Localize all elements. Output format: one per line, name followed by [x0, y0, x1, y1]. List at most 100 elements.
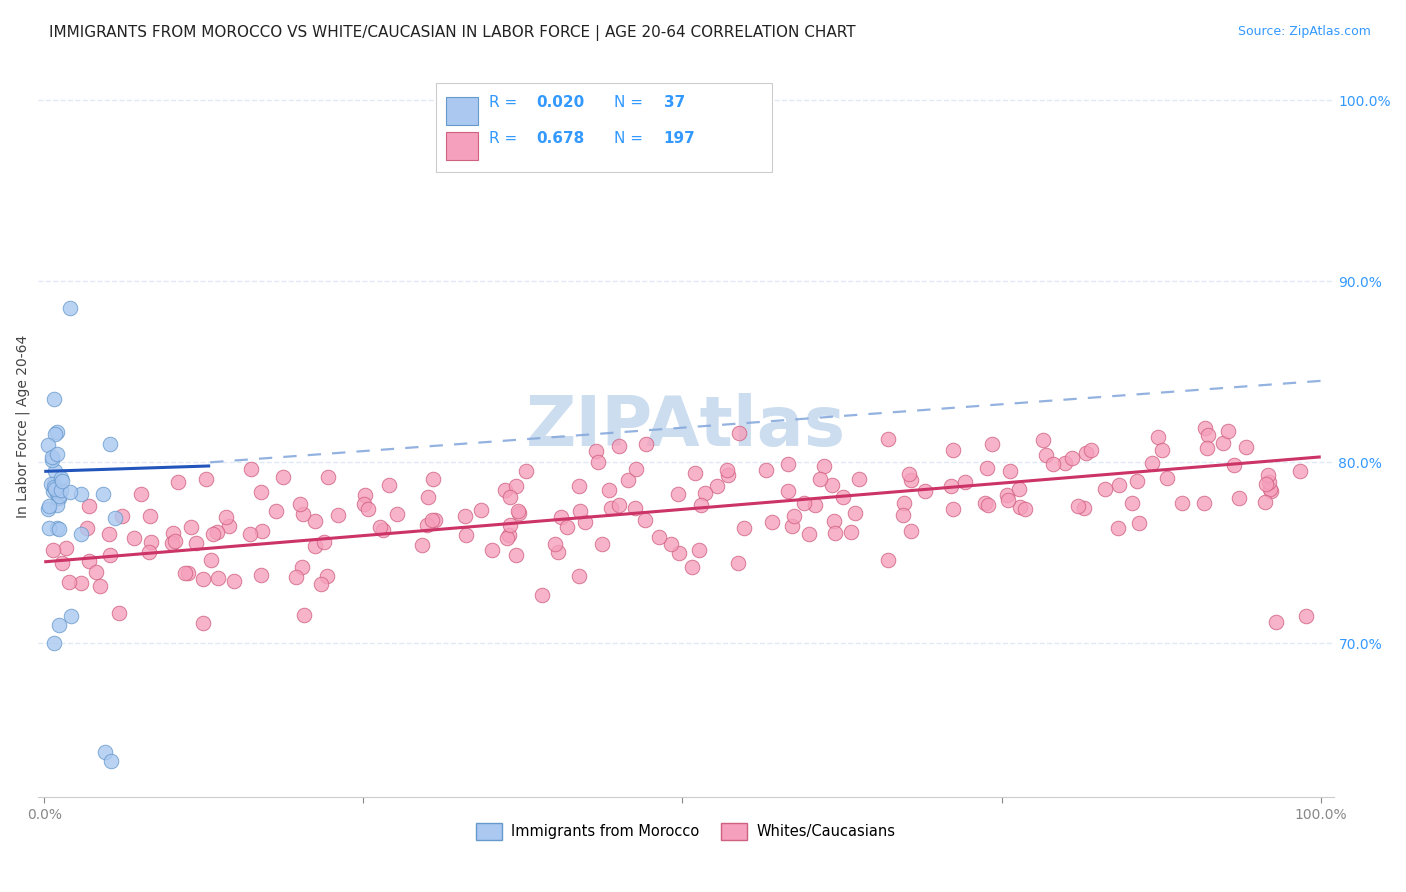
- Point: [42, 477, 65, 491]
- Point: [264, 504, 287, 518]
- Point: [633, 513, 655, 527]
- Text: ZIPAtlas: ZIPAtlas: [526, 392, 846, 459]
- Point: [207, 571, 229, 585]
- Point: [285, 570, 308, 584]
- Point: [1032, 434, 1054, 448]
- Point: [1254, 477, 1277, 491]
- Point: [162, 526, 184, 541]
- Point: [1258, 483, 1281, 497]
- Point: [1227, 491, 1250, 506]
- FancyBboxPatch shape: [436, 83, 772, 171]
- Point: [755, 463, 778, 477]
- Point: [79, 500, 101, 514]
- Point: [668, 546, 690, 560]
- Point: [823, 514, 845, 528]
- Point: [1295, 609, 1317, 624]
- Point: [941, 478, 963, 492]
- Point: [177, 566, 200, 581]
- Point: [624, 500, 647, 515]
- Point: [876, 553, 898, 567]
- Point: [98, 549, 121, 563]
- Point: [454, 528, 477, 542]
- Point: [377, 478, 399, 492]
- Point: [505, 479, 527, 493]
- Point: [617, 473, 640, 487]
- Text: IMMIGRANTS FROM MOROCCO VS WHITE/CAUCASIAN IN LABOR FORCE | AGE 20-64 CORRELATIO: IMMIGRANTS FROM MOROCCO VS WHITE/CAUCASI…: [49, 25, 856, 41]
- Point: [470, 503, 492, 517]
- Point: [70, 526, 93, 541]
- Point: [634, 437, 657, 451]
- Point: [494, 483, 516, 498]
- Text: N =: N =: [614, 95, 644, 110]
- Point: [45, 499, 67, 513]
- Point: [416, 490, 439, 504]
- Point: [998, 464, 1021, 478]
- Point: [1108, 477, 1130, 491]
- Point: [1289, 464, 1312, 478]
- Point: [1222, 458, 1244, 473]
- Point: [1094, 482, 1116, 496]
- Point: [974, 496, 997, 510]
- Point: [45, 446, 67, 460]
- Point: [1258, 475, 1281, 489]
- Point: [844, 506, 866, 520]
- Point: [94, 745, 117, 759]
- Point: [808, 473, 831, 487]
- Point: [415, 518, 437, 533]
- Point: [291, 559, 314, 574]
- Text: R =: R =: [489, 95, 517, 110]
- Legend: Immigrants from Morocco, Whites/Caucasians: Immigrants from Morocco, Whites/Caucasia…: [470, 817, 901, 846]
- Point: [569, 504, 592, 518]
- Point: [555, 520, 578, 534]
- Point: [42, 636, 65, 650]
- Point: [371, 523, 394, 537]
- Point: [900, 473, 922, 487]
- Point: [505, 548, 527, 562]
- Point: [160, 536, 183, 550]
- Point: [42, 484, 65, 499]
- Point: [98, 527, 121, 541]
- Point: [1080, 443, 1102, 458]
- Point: [292, 607, 315, 622]
- Point: [1260, 484, 1282, 499]
- Point: [598, 483, 620, 497]
- Point: [55, 541, 77, 555]
- Point: [291, 508, 314, 522]
- Point: [69, 576, 91, 591]
- Point: [1265, 615, 1288, 629]
- Point: [44, 464, 66, 478]
- Point: [481, 542, 503, 557]
- Point: [139, 534, 162, 549]
- Point: [111, 508, 134, 523]
- Point: [690, 498, 713, 512]
- Point: [976, 460, 998, 475]
- Point: [180, 520, 202, 534]
- Point: [832, 491, 855, 505]
- Point: [728, 426, 751, 441]
- Point: [200, 553, 222, 567]
- Point: [914, 483, 936, 498]
- Point: [45, 521, 67, 535]
- Point: [799, 526, 821, 541]
- Bar: [446, 96, 478, 125]
- Point: [108, 606, 131, 620]
- Point: [84, 565, 107, 579]
- Point: [980, 436, 1002, 450]
- Point: [58, 575, 80, 590]
- Point: [496, 531, 519, 545]
- Point: [37, 501, 59, 516]
- Point: [48, 491, 70, 505]
- Point: [139, 509, 162, 524]
- Point: [304, 539, 326, 553]
- Point: [893, 495, 915, 509]
- Point: [138, 545, 160, 559]
- Point: [1007, 482, 1029, 496]
- Point: [193, 572, 215, 586]
- Point: [44, 480, 66, 494]
- Point: [48, 522, 70, 536]
- Point: [45, 425, 67, 439]
- Point: [761, 516, 783, 530]
- Point: [100, 754, 122, 768]
- Point: [38, 521, 60, 535]
- Point: [1054, 456, 1077, 470]
